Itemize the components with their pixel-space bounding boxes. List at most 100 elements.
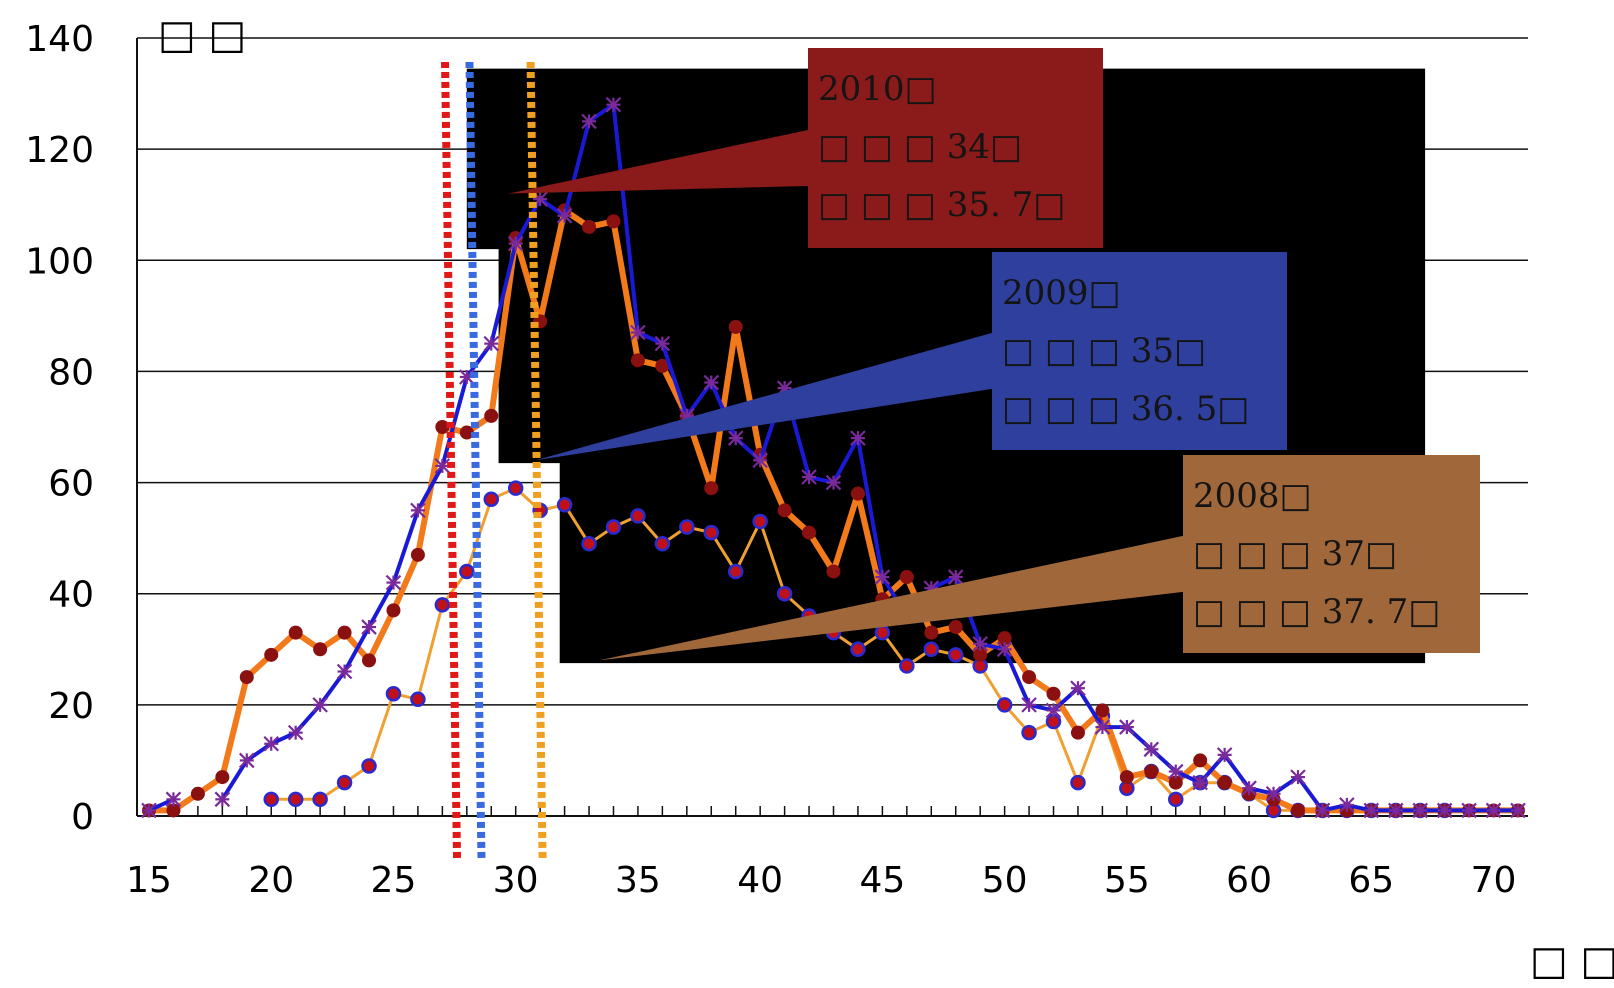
series-point-2008 — [923, 641, 940, 658]
series-point-2009 — [287, 724, 304, 741]
series-point-2009 — [605, 96, 622, 113]
series-point-2010 — [899, 570, 914, 585]
y-tick-label: 60 — [48, 464, 94, 505]
series-point-2010 — [582, 219, 597, 234]
series-point-2008 — [630, 508, 646, 524]
series-point-2010 — [606, 214, 621, 229]
series-point-2009 — [1461, 802, 1477, 819]
x-tick-label: 15 — [126, 860, 172, 901]
x-tick-label: 40 — [737, 860, 783, 901]
series-point-2009 — [947, 569, 964, 585]
series-point-2009 — [312, 697, 328, 713]
series-point-2009 — [556, 208, 573, 224]
series-point-2009 — [703, 374, 720, 391]
y-axis-unit-label: □ □ — [158, 12, 246, 58]
series-point-2009 — [825, 474, 842, 491]
series-point-2009 — [972, 635, 988, 652]
callout-box — [992, 252, 1287, 450]
series-point-2008 — [874, 624, 891, 641]
series-point-2009 — [1510, 802, 1526, 819]
x-tick-label: 70 — [1471, 860, 1517, 901]
series-point-2009 — [165, 791, 182, 808]
series-point-2009 — [1216, 747, 1233, 763]
series-point-2008 — [703, 524, 720, 541]
callout-line: □ □ □ 35. 7□ — [818, 185, 1065, 225]
series-point-2008 — [996, 697, 1013, 713]
callout-line: 2010□ — [818, 69, 937, 109]
series-point-2009 — [1070, 680, 1086, 696]
series-point-2010 — [1144, 764, 1159, 779]
x-tick-label: 30 — [493, 860, 539, 901]
series-point-2009 — [1314, 802, 1331, 819]
series-point-2009 — [361, 619, 377, 635]
series-point-2010 — [1217, 775, 1232, 790]
series-point-2008 — [361, 758, 377, 774]
series-point-2009 — [1290, 769, 1306, 785]
callout-box — [1183, 455, 1480, 653]
series-point-2009 — [581, 113, 597, 130]
series-point-2009 — [630, 324, 646, 341]
median-line-2008 — [526, 61, 547, 859]
series-point-2009 — [996, 641, 1013, 658]
callout-pointer — [508, 130, 808, 194]
series-point-2010 — [728, 319, 743, 334]
series-point-2009 — [141, 802, 157, 819]
series-point-2010 — [362, 653, 377, 668]
series-point-2008 — [1168, 791, 1184, 808]
series-point-2008 — [1070, 774, 1086, 791]
series-point-2010 — [850, 486, 865, 501]
series-point-2010 — [997, 631, 1012, 646]
x-tick-label: 20 — [248, 860, 294, 901]
series-point-2009 — [385, 574, 402, 591]
series-point-2009 — [1339, 797, 1355, 813]
series-point-2010 — [435, 420, 450, 434]
callout-line: □ □ □ 37□ — [1193, 534, 1397, 574]
series-point-2010 — [484, 408, 499, 423]
series-point-2010 — [973, 647, 988, 662]
x-tick-label: 35 — [615, 860, 661, 901]
series-point-2008 — [850, 641, 866, 658]
series-point-2009 — [336, 663, 353, 680]
series-point-2009 — [507, 235, 524, 252]
series-point-2010 — [264, 647, 279, 662]
series-point-2008 — [434, 597, 451, 613]
y-tick-label: 100 — [25, 241, 94, 282]
x-tick-label: 45 — [859, 860, 905, 901]
series-point-2009 — [801, 469, 817, 485]
series-point-2009 — [214, 791, 231, 808]
series-point-2008 — [654, 535, 671, 552]
series-point-2010 — [655, 358, 670, 373]
series-point-2008 — [556, 497, 573, 513]
series-point-2010 — [948, 620, 963, 635]
series-point-2009 — [1094, 719, 1111, 735]
series-point-2009 — [263, 735, 280, 752]
series-point-2008 — [727, 563, 744, 580]
series-point-2008 — [507, 480, 524, 496]
series-point-2008 — [776, 585, 793, 602]
series-point-2010 — [1070, 725, 1085, 740]
series-point-2008 — [899, 658, 915, 674]
series-point-2008 — [263, 791, 279, 808]
series-point-2008 — [459, 563, 475, 580]
series-point-2008 — [287, 791, 304, 808]
series-point-2010 — [1168, 775, 1183, 790]
callout-line: □ □ □ 35□ — [1002, 331, 1206, 371]
callout-line: 2009□ — [1002, 273, 1121, 313]
callout-2009: 2009□ □ □ □ 35□ □ □ □ 36. 5□ — [535, 252, 1287, 461]
y-tick-label: 20 — [48, 686, 94, 727]
callout-line: 2008□ — [1193, 476, 1312, 516]
x-axis-unit-label: □ □ — [1530, 938, 1614, 984]
series-point-2009 — [752, 452, 768, 469]
callout-line: □ □ □ 34□ — [818, 127, 1022, 167]
series-point-2009 — [1143, 741, 1160, 758]
series-point-2009 — [1485, 802, 1502, 819]
series-point-2009 — [1412, 802, 1428, 819]
series-point-2009 — [850, 430, 866, 446]
series-point-2009 — [410, 502, 426, 519]
series-point-2008 — [312, 791, 328, 808]
median-line-2010 — [441, 61, 462, 859]
series-point-2010 — [924, 625, 939, 640]
x-tick-label: 25 — [371, 860, 417, 901]
series-point-2010 — [1046, 686, 1061, 701]
series-point-2009 — [1363, 802, 1380, 819]
